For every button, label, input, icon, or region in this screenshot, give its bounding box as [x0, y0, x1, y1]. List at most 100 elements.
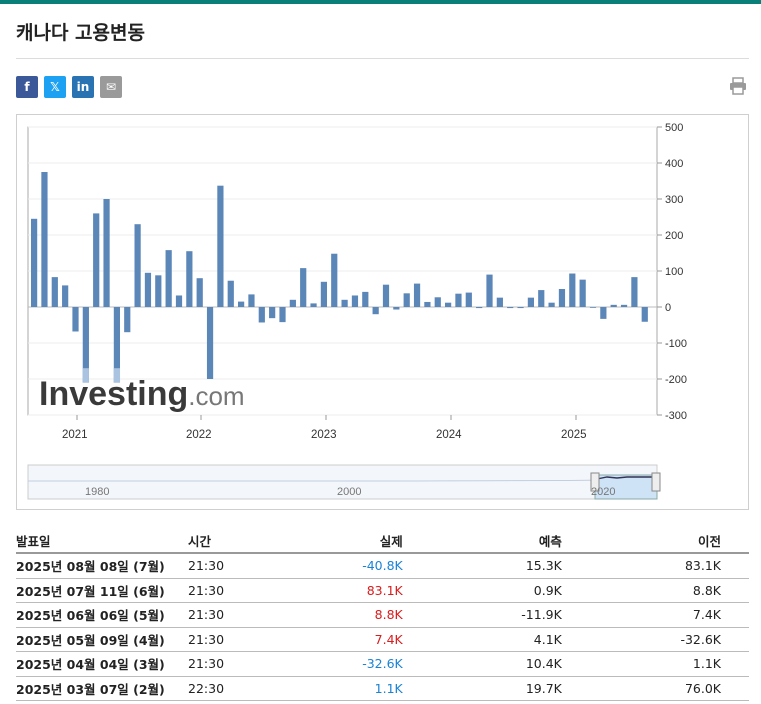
- bar[interactable]: [51, 277, 58, 307]
- navigator-right-handle[interactable]: [651, 472, 661, 492]
- bar[interactable]: [103, 199, 110, 307]
- email-share-button[interactable]: ✉: [100, 76, 122, 98]
- top-accent-bar: [0, 0, 761, 4]
- bar[interactable]: [351, 295, 359, 307]
- bar[interactable]: [393, 307, 400, 310]
- bar[interactable]: [289, 299, 296, 307]
- bar[interactable]: [569, 273, 576, 307]
- bar[interactable]: [538, 290, 545, 307]
- bar[interactable]: [238, 301, 245, 307]
- date-cell: 2025년 07월 11일 (6월): [16, 578, 188, 603]
- bar[interactable]: [279, 307, 286, 323]
- bar[interactable]: [186, 251, 193, 307]
- bar[interactable]: [206, 307, 214, 379]
- bar[interactable]: [196, 278, 203, 307]
- y-axis: 500 400 300 200 100 0 -100 -200 -300: [657, 122, 687, 422]
- bar[interactable]: [269, 307, 276, 319]
- bar[interactable]: [217, 185, 224, 307]
- col-forecast[interactable]: 예측: [430, 528, 590, 554]
- twitter-share-button[interactable]: 𝕏: [44, 76, 66, 98]
- bar[interactable]: [72, 307, 79, 332]
- range-navigator[interactable]: 1980 2000 2020: [27, 464, 661, 500]
- bar[interactable]: [610, 304, 617, 307]
- bar[interactable]: [600, 307, 607, 319]
- bar[interactable]: [62, 285, 69, 307]
- bar[interactable]: [434, 297, 441, 307]
- bar[interactable]: [403, 293, 410, 307]
- bar[interactable]: [445, 302, 452, 307]
- actual-cell: 8.8K: [271, 602, 431, 628]
- bar[interactable]: [620, 304, 628, 307]
- facebook-share-button[interactable]: f: [16, 76, 38, 98]
- page-title: 캐나다 고용변동: [16, 22, 145, 44]
- bar[interactable]: [320, 281, 328, 307]
- bar[interactable]: [507, 307, 514, 309]
- bar[interactable]: [579, 279, 586, 307]
- bar[interactable]: [41, 172, 48, 307]
- bar[interactable]: [372, 307, 379, 315]
- bar[interactable]: [93, 213, 100, 307]
- navigator-selected-line: [596, 476, 655, 480]
- bar[interactable]: [165, 250, 172, 307]
- forecast-cell: 19.7K: [430, 676, 590, 701]
- date-cell: 2025년 03월 07일 (2월): [16, 676, 188, 701]
- bar[interactable]: [144, 272, 152, 307]
- bar[interactable]: [134, 224, 141, 307]
- table-row[interactable]: 2025년 04월 04일 (3월) 21:30 -32.6K 10.4K 1.1K: [16, 651, 749, 677]
- bar[interactable]: [113, 307, 121, 383]
- table-row[interactable]: 2025년 08월 08일 (7월) 21:30 -40.8K 15.3K 83.1K: [16, 553, 749, 579]
- col-time[interactable]: 시간: [188, 528, 272, 554]
- col-previous[interactable]: 이전: [589, 528, 749, 554]
- bar[interactable]: [548, 302, 555, 307]
- bar[interactable]: [527, 297, 535, 307]
- bar[interactable]: [413, 283, 421, 307]
- bar[interactable]: [476, 307, 483, 309]
- x-tick-label: 2022: [186, 429, 212, 441]
- bar[interactable]: [341, 299, 348, 307]
- bar[interactable]: [248, 294, 255, 307]
- bar[interactable]: [362, 291, 369, 307]
- time-cell: 21:30: [188, 627, 272, 652]
- bar[interactable]: [82, 307, 89, 383]
- bar[interactable]: [558, 289, 566, 307]
- forecast-cell: 4.1K: [430, 627, 590, 652]
- bar[interactable]: [31, 218, 38, 307]
- navigator-left-handle[interactable]: [590, 472, 600, 492]
- bar[interactable]: [300, 268, 307, 307]
- bar[interactable]: [227, 280, 234, 307]
- x-icon: 𝕏: [50, 80, 60, 94]
- print-icon[interactable]: [728, 76, 748, 96]
- previous-cell: 1.1K: [589, 651, 749, 677]
- bar[interactable]: [155, 275, 162, 307]
- table-row[interactable]: 2025년 05월 09일 (4월) 21:30 7.4K 4.1K -32.6K: [16, 627, 749, 652]
- bar[interactable]: [631, 277, 638, 307]
- col-actual[interactable]: 실제: [271, 528, 431, 554]
- facebook-icon: f: [24, 80, 30, 94]
- bar[interactable]: [382, 284, 390, 307]
- y-tick-label: -300: [665, 410, 687, 422]
- bar[interactable]: [465, 292, 472, 307]
- table-row[interactable]: 2025년 06월 06일 (5월) 21:30 8.8K -11.9K 7.4K: [16, 602, 749, 628]
- bar[interactable]: [310, 303, 317, 307]
- bar[interactable]: [589, 307, 597, 308]
- col-date[interactable]: 발표일: [16, 528, 188, 554]
- bar[interactable]: [424, 301, 431, 307]
- navigator-track: [27, 464, 658, 500]
- bar[interactable]: [496, 297, 503, 307]
- bar[interactable]: [175, 295, 183, 307]
- bar[interactable]: [486, 274, 493, 307]
- table-row[interactable]: 2025년 03월 07일 (2월) 22:30 1.1K 19.7K 76.0K: [16, 676, 749, 701]
- bar[interactable]: [455, 293, 462, 307]
- envelope-icon: ✉: [105, 80, 117, 94]
- actual-cell: -40.8K: [271, 553, 431, 579]
- bar[interactable]: [258, 307, 265, 323]
- bar[interactable]: [124, 307, 131, 333]
- bar[interactable]: [331, 253, 338, 307]
- table-row[interactable]: 2025년 07월 11일 (6월) 21:30 83.1K 0.9K 8.8K: [16, 578, 749, 603]
- bar[interactable]: [641, 307, 648, 322]
- time-cell: 21:30: [188, 578, 272, 603]
- linkedin-share-button[interactable]: in: [72, 76, 94, 98]
- bar[interactable]: [517, 307, 524, 309]
- actual-cell: 7.4K: [271, 627, 431, 652]
